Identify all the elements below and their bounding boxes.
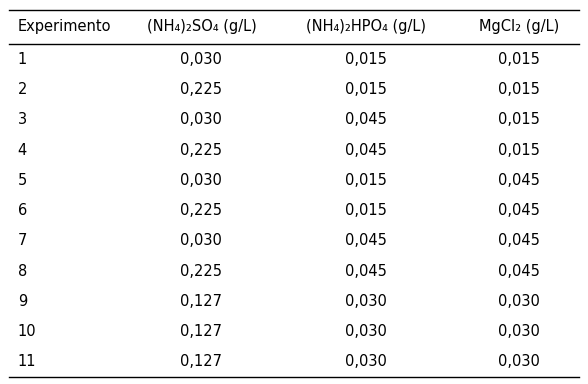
Text: 8: 8 — [18, 264, 27, 279]
Text: 0,015: 0,015 — [345, 173, 387, 188]
Text: 0,225: 0,225 — [181, 203, 222, 218]
Text: 0,015: 0,015 — [498, 113, 540, 127]
Text: 2: 2 — [18, 82, 27, 97]
Text: 4: 4 — [18, 142, 27, 157]
Text: MgCl₂ (g/L): MgCl₂ (g/L) — [479, 19, 559, 35]
Text: 0,127: 0,127 — [181, 324, 222, 339]
Text: 0,030: 0,030 — [345, 354, 387, 369]
Text: 0,015: 0,015 — [498, 52, 540, 67]
Text: (NH₄)₂SO₄ (g/L): (NH₄)₂SO₄ (g/L) — [146, 19, 256, 35]
Text: 7: 7 — [18, 233, 27, 248]
Text: 0,045: 0,045 — [345, 264, 387, 279]
Text: 0,045: 0,045 — [345, 142, 387, 157]
Text: 0,015: 0,015 — [345, 52, 387, 67]
Text: 0,030: 0,030 — [498, 324, 540, 339]
Text: 0,030: 0,030 — [345, 324, 387, 339]
Text: 6: 6 — [18, 203, 27, 218]
Text: 0,015: 0,015 — [345, 203, 387, 218]
Text: 10: 10 — [18, 324, 36, 339]
Text: 0,045: 0,045 — [498, 233, 540, 248]
Text: 0,045: 0,045 — [498, 264, 540, 279]
Text: 0,015: 0,015 — [498, 82, 540, 97]
Text: 0,045: 0,045 — [345, 233, 387, 248]
Text: 3: 3 — [18, 113, 27, 127]
Text: 0,030: 0,030 — [498, 354, 540, 369]
Text: 0,045: 0,045 — [345, 113, 387, 127]
Text: 0,030: 0,030 — [181, 52, 222, 67]
Text: 0,030: 0,030 — [498, 294, 540, 309]
Text: 0,045: 0,045 — [498, 203, 540, 218]
Text: 0,030: 0,030 — [181, 233, 222, 248]
Text: 0,030: 0,030 — [181, 113, 222, 127]
Text: (NH₄)₂HPO₄ (g/L): (NH₄)₂HPO₄ (g/L) — [306, 19, 426, 35]
Text: 0,045: 0,045 — [498, 173, 540, 188]
Text: 11: 11 — [18, 354, 36, 369]
Text: 0,127: 0,127 — [181, 294, 222, 309]
Text: 0,015: 0,015 — [498, 142, 540, 157]
Text: Experimento: Experimento — [18, 19, 111, 35]
Text: 0,225: 0,225 — [181, 82, 222, 97]
Text: 0,030: 0,030 — [345, 294, 387, 309]
Text: 0,225: 0,225 — [181, 264, 222, 279]
Text: 1: 1 — [18, 52, 27, 67]
Text: 0,225: 0,225 — [181, 142, 222, 157]
Text: 0,015: 0,015 — [345, 82, 387, 97]
Text: 0,030: 0,030 — [181, 173, 222, 188]
Text: 5: 5 — [18, 173, 27, 188]
Text: 9: 9 — [18, 294, 27, 309]
Text: 0,127: 0,127 — [181, 354, 222, 369]
